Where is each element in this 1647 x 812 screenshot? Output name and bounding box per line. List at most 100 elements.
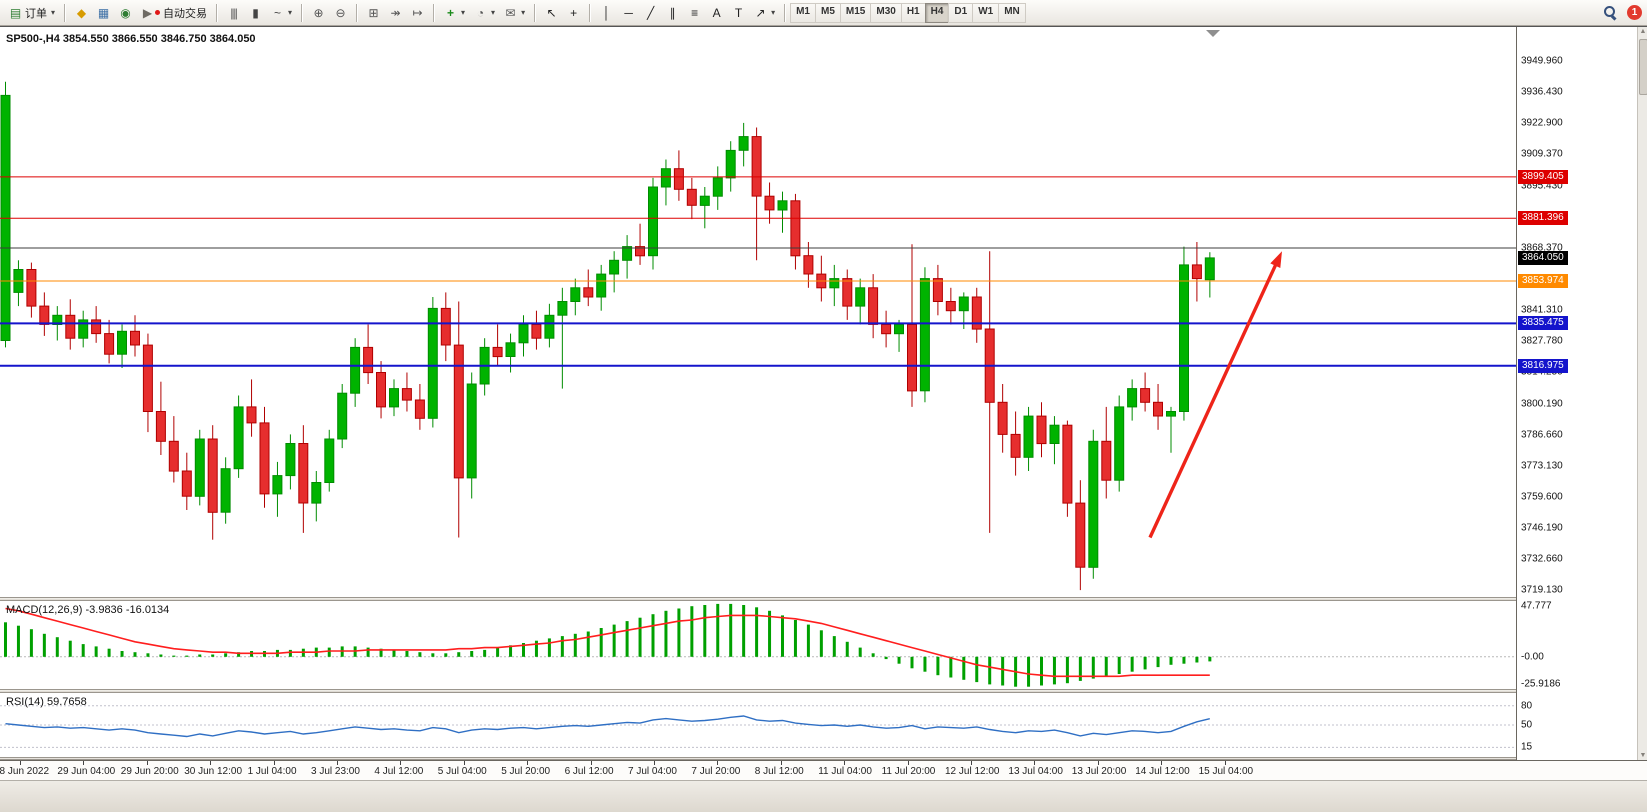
trendline-button[interactable]: ╱ xyxy=(640,2,661,24)
candle-chart-button[interactable]: ▮ xyxy=(245,2,266,24)
timeframe-m1-button[interactable]: M1 xyxy=(790,2,816,23)
zoom-out-icon: ⊖ xyxy=(335,5,346,20)
status-strip xyxy=(0,780,1647,812)
time-axis-label: 14 Jul 12:00 xyxy=(1135,766,1190,777)
time-tick xyxy=(844,761,846,765)
fibonacci-button[interactable]: ≡ xyxy=(684,2,705,24)
toolbar-separator xyxy=(301,3,304,22)
autotrading-button[interactable]: ▶ 自动交易 xyxy=(137,2,211,24)
price-axis-label: 3895.430 xyxy=(1521,180,1563,192)
macd-chart[interactable] xyxy=(0,601,1516,689)
autotrading-label: 自动交易 xyxy=(163,7,208,20)
macd-signal-line xyxy=(5,607,1210,678)
zoom-in-icon: ⊕ xyxy=(313,5,324,20)
chevron-down-icon: ▾ xyxy=(288,8,293,17)
zoom-in-button[interactable]: ⊕ xyxy=(308,2,329,24)
scroll-down-icon[interactable]: ▼ xyxy=(1639,752,1647,759)
time-tick xyxy=(590,761,592,765)
rsi-chart[interactable] xyxy=(0,693,1516,757)
market-watch-button[interactable]: ◆ xyxy=(71,2,92,24)
price-level-badge: 3881.396 xyxy=(1518,211,1568,226)
notification-badge[interactable]: 1 xyxy=(1627,5,1642,20)
zoom-out-button[interactable]: ⊖ xyxy=(330,2,351,24)
pane-divider[interactable] xyxy=(0,597,1647,601)
macd-axis-label: -25.9186 xyxy=(1521,678,1561,690)
strategy-tester-icon: ◉ xyxy=(120,5,131,20)
time-axis-label: 3 Jul 23:00 xyxy=(311,766,360,777)
scroll-up-icon[interactable]: ▲ xyxy=(1639,28,1647,35)
price-axis[interactable]: 3949.960 3936.430 3922.900 3909.370 3895.430… xyxy=(1516,27,1637,760)
tile-windows-button[interactable]: ⊞ xyxy=(363,2,384,24)
timeframe-h1-button[interactable]: H1 xyxy=(900,2,926,23)
price-axis-label: 3746.190 xyxy=(1521,522,1563,534)
time-axis-label: 5 Jul 20:00 xyxy=(501,766,551,777)
data-window-button[interactable]: ▦ xyxy=(93,2,114,24)
time-axis-label: 11 Jul 04:00 xyxy=(818,766,872,777)
time-axis-label: 7 Jul 04:00 xyxy=(628,766,677,777)
periods-button[interactable]: ◔ ▾ xyxy=(470,2,499,24)
time-tick xyxy=(273,761,275,765)
chart-window: SP500-,H4 3854.550 3866.550 3846.750 386… xyxy=(0,26,1647,812)
timeframe-d1-button[interactable]: D1 xyxy=(948,2,974,23)
price-axis-label: 3773.130 xyxy=(1521,460,1563,472)
rsi-indicator-label: RSI(14) 59.7658 xyxy=(6,696,87,708)
time-tick xyxy=(20,761,21,765)
cursor-button[interactable]: ↖ xyxy=(541,2,562,24)
bar-chart-icon: ||| xyxy=(230,5,237,20)
time-axis[interactable]: 28 Jun 2022 29 Jun 04:00 29 Jun 20:00 30 Ju… xyxy=(0,760,1647,780)
toolbar-separator xyxy=(216,3,219,22)
shapes-button[interactable]: ↗ ▾ xyxy=(750,2,779,24)
scrollbar-thumb[interactable] xyxy=(1639,39,1647,95)
time-axis-label: 15 Jul 04:00 xyxy=(1198,766,1254,777)
vertical-line-button[interactable]: │ xyxy=(596,2,617,24)
pane-divider[interactable] xyxy=(0,689,1647,693)
time-axis-label: 30 Jun 12:00 xyxy=(184,766,243,777)
chart-shift-button[interactable]: ↦ xyxy=(407,2,428,24)
crosshair-button[interactable]: + xyxy=(563,2,584,24)
auto-scroll-button[interactable]: ↠ xyxy=(385,2,406,24)
strategy-tester-button[interactable]: ◉ xyxy=(115,2,136,24)
time-tick xyxy=(337,761,338,765)
pane-divider[interactable] xyxy=(0,757,1647,760)
cursor-icon: ↖ xyxy=(546,5,557,20)
price-level-badge: 3816.975 xyxy=(1518,358,1568,373)
main-chart-pane[interactable] xyxy=(0,29,1516,597)
timeframe-m15-button[interactable]: M15 xyxy=(839,2,872,23)
chevron-down-icon: ▾ xyxy=(461,8,466,17)
rsi-pane[interactable] xyxy=(0,693,1516,757)
macd-name: MACD(12,26,9) xyxy=(6,604,83,616)
text-a-button[interactable]: A xyxy=(706,2,727,24)
crosshair-icon: + xyxy=(570,5,578,20)
channel-button[interactable]: ∥ xyxy=(662,2,683,24)
search-icon[interactable] xyxy=(1603,5,1618,20)
line-chart-button[interactable]: ~ ▾ xyxy=(267,2,296,24)
macd-pane[interactable] xyxy=(0,601,1516,689)
time-axis-label: 29 Jun 20:00 xyxy=(120,766,179,777)
price-axis-label: 3759.600 xyxy=(1521,491,1563,503)
timeframe-m30-button[interactable]: M30 xyxy=(870,2,902,23)
autotrading-icon: ▶ xyxy=(142,5,153,20)
horizontal-line-button[interactable]: ─ xyxy=(618,2,639,24)
time-tick xyxy=(1161,761,1163,765)
price-axis-label: 3786.660 xyxy=(1521,429,1563,441)
timeframe-h4-button[interactable]: H4 xyxy=(924,2,950,23)
time-tick xyxy=(654,761,655,765)
toolbar-separator xyxy=(433,3,436,22)
timeframe-mn-button[interactable]: MN xyxy=(998,2,1026,23)
text-label-button[interactable]: T xyxy=(728,2,749,24)
vertical-scrollbar[interactable]: ▲ ▼ xyxy=(1637,27,1647,760)
timeframe-m5-button[interactable]: M5 xyxy=(815,2,841,23)
price-level-badge: 3864.050 xyxy=(1518,250,1568,265)
candlestick-chart[interactable] xyxy=(0,29,1516,597)
bar-chart-button[interactable]: ||| xyxy=(223,2,244,24)
price-axis-label: 3841.310 xyxy=(1521,304,1563,316)
time-tick xyxy=(400,761,402,765)
templates-button[interactable]: ✉ ▾ xyxy=(500,2,529,24)
new-order-button[interactable]: ▤ 订单 ▾ xyxy=(5,2,59,24)
timeframe-w1-button[interactable]: W1 xyxy=(972,2,1000,23)
time-axis-label: 7 Jul 20:00 xyxy=(691,766,741,777)
chart-shift-icon: ↦ xyxy=(412,5,423,20)
time-tick xyxy=(210,761,212,765)
add-indicator-button[interactable]: + ▾ xyxy=(440,2,469,24)
rsi-value: 59.7658 xyxy=(46,696,87,708)
